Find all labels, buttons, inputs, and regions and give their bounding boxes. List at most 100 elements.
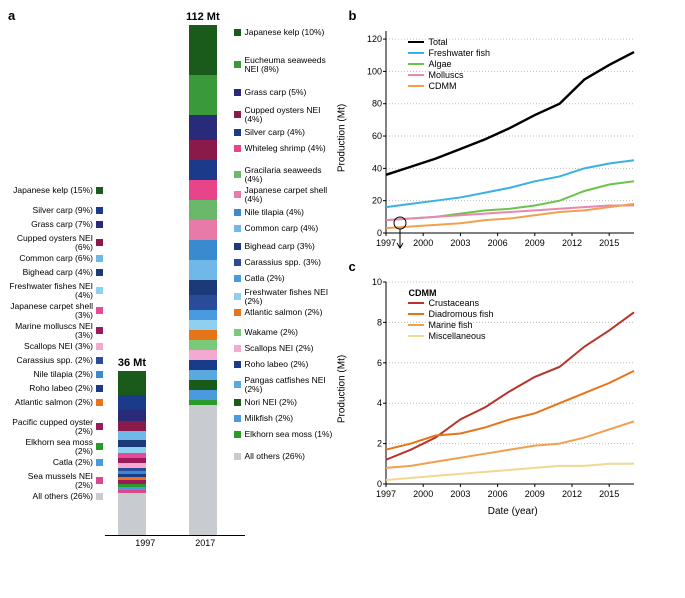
panel-c-xlabel: Date (year)	[348, 506, 677, 517]
svg-text:2006: 2006	[488, 489, 508, 499]
segment	[189, 320, 217, 330]
bar-2017: 112 Mt	[186, 11, 220, 535]
segment	[118, 410, 146, 421]
legend-swatch-icon	[408, 324, 424, 326]
segment	[189, 340, 217, 350]
legend-text: Diadromous fish	[428, 309, 493, 319]
bar-1997-stack	[118, 371, 146, 535]
bar-2017-stack	[189, 25, 217, 535]
panels-bc: b 02040608010012019972000200320062009201…	[348, 8, 677, 548]
legend-text: CDMM	[428, 81, 456, 91]
segment	[189, 310, 217, 320]
segment	[189, 360, 217, 370]
svg-text:120: 120	[367, 34, 382, 44]
legend-swatch-icon	[408, 85, 424, 87]
segment	[118, 371, 146, 395]
legend-item: Algae	[408, 59, 490, 69]
segment	[189, 405, 217, 535]
segment	[189, 370, 217, 380]
segment	[118, 431, 146, 441]
svg-text:2015: 2015	[600, 238, 620, 248]
svg-text:2: 2	[377, 439, 382, 449]
svg-text:2000: 2000	[414, 489, 434, 499]
svg-text:80: 80	[372, 99, 382, 109]
segment	[189, 140, 217, 160]
legend-swatch-icon	[408, 313, 424, 315]
segment	[189, 260, 217, 280]
legend-text: Marine fish	[428, 320, 472, 330]
legend-swatch-icon	[408, 302, 424, 304]
svg-text:2012: 2012	[562, 489, 582, 499]
bar-1997: 36 Mt	[118, 357, 146, 535]
panel-a: a Japanese kelp (15%)Silver carp (9%)Gra…	[8, 8, 342, 548]
segment	[118, 395, 146, 409]
panel-a-xaxis: 1997 2017	[105, 535, 245, 548]
segment	[118, 493, 146, 535]
segment	[189, 75, 217, 115]
segment	[189, 350, 217, 360]
svg-text:2012: 2012	[562, 238, 582, 248]
segment	[189, 160, 217, 180]
segment	[189, 295, 217, 310]
legend-text: Miscellaneous	[428, 331, 485, 341]
svg-text:2003: 2003	[451, 238, 471, 248]
bar-1997-title: 36 Mt	[118, 357, 146, 369]
legend-item: Molluscs	[408, 70, 490, 80]
legend-swatch-icon	[408, 335, 424, 337]
legend-swatch-icon	[408, 63, 424, 65]
svg-text:60: 60	[372, 131, 382, 141]
segment	[189, 200, 217, 220]
svg-text:6: 6	[377, 358, 382, 368]
svg-text:10: 10	[372, 277, 382, 287]
legend-item: Crustaceans	[408, 298, 493, 308]
legend-item: Marine fish	[408, 320, 493, 330]
series-line	[386, 371, 634, 450]
segment	[118, 421, 146, 431]
segment	[189, 240, 217, 260]
panel-c-label: c	[348, 259, 677, 274]
xlabel-1997: 1997	[135, 538, 155, 548]
callout-icon	[390, 215, 430, 255]
legend-text: Freshwater fish	[428, 48, 490, 58]
chart-c: 02468101997200020032006200920122015Produ…	[348, 274, 677, 504]
legend-item: Miscellaneous	[408, 331, 493, 341]
legend-item: Total	[408, 37, 490, 47]
svg-text:0: 0	[377, 479, 382, 489]
panel-b-label: b	[348, 8, 677, 23]
svg-text:2009: 2009	[525, 489, 545, 499]
svg-text:20: 20	[372, 196, 382, 206]
svg-text:8: 8	[377, 317, 382, 327]
legend: TotalFreshwater fishAlgaeMolluscsCDMM	[408, 37, 490, 92]
legend-swatch-icon	[408, 52, 424, 54]
legend-swatch-icon	[408, 74, 424, 76]
y-axis-label: Production (Mt)	[337, 355, 348, 423]
segment	[189, 25, 217, 75]
svg-text:2015: 2015	[600, 489, 620, 499]
svg-text:0: 0	[377, 228, 382, 238]
segment	[189, 380, 217, 390]
svg-text:2006: 2006	[488, 238, 508, 248]
svg-text:1997: 1997	[376, 489, 396, 499]
legend-text: Algae	[428, 59, 451, 69]
chart-b: 0204060801001201997200020032006200920122…	[348, 23, 677, 253]
svg-text:40: 40	[372, 163, 382, 173]
legend-text: Total	[428, 37, 447, 47]
svg-text:4: 4	[377, 398, 382, 408]
svg-text:2003: 2003	[451, 489, 471, 499]
series-line	[386, 160, 634, 207]
stacked-bars: 36 Mt 112 Mt	[8, 25, 342, 535]
legend-item: Diadromous fish	[408, 309, 493, 319]
legend-text: Molluscs	[428, 70, 463, 80]
svg-text:100: 100	[367, 66, 382, 76]
y-axis-label: Production (Mt)	[337, 104, 348, 172]
segment	[189, 180, 217, 200]
legend-text: Crustaceans	[428, 298, 479, 308]
xlabel-2017: 2017	[195, 538, 215, 548]
svg-text:2009: 2009	[525, 238, 545, 248]
legend-item: CDMM	[408, 81, 490, 91]
legend-title: CDMM	[408, 288, 493, 298]
segment	[189, 115, 217, 140]
bar-2017-title: 112 Mt	[186, 11, 220, 23]
legend-swatch-icon	[408, 41, 424, 43]
legend: CDMMCrustaceansDiadromous fishMarine fis…	[408, 288, 493, 342]
